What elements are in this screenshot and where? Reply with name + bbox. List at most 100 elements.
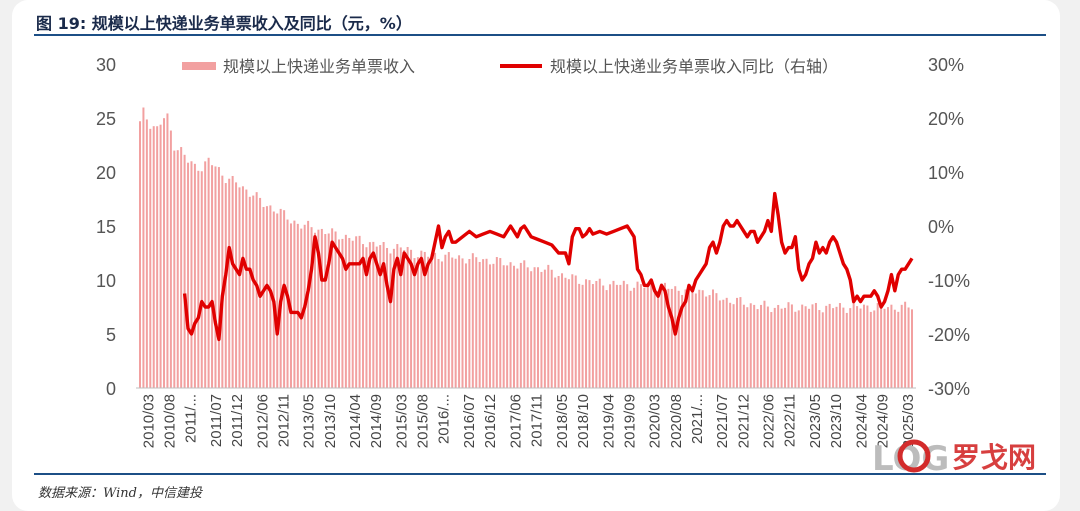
bar bbox=[777, 304, 780, 388]
bar bbox=[773, 307, 776, 388]
bar bbox=[365, 247, 368, 388]
bar bbox=[193, 163, 196, 388]
bar bbox=[753, 304, 756, 388]
bar bbox=[742, 304, 745, 388]
bar bbox=[866, 305, 869, 388]
bar bbox=[499, 258, 502, 388]
bar bbox=[681, 294, 684, 388]
bar bbox=[300, 228, 303, 388]
bar bbox=[646, 284, 649, 388]
bar bbox=[434, 252, 437, 388]
bar bbox=[142, 107, 145, 388]
bar bbox=[416, 257, 419, 388]
bar bbox=[564, 277, 567, 388]
bar bbox=[338, 239, 340, 388]
bar bbox=[595, 281, 598, 388]
x-tick-label: 2014/04 bbox=[347, 394, 364, 448]
y-right-tick-label: -30% bbox=[928, 379, 970, 399]
bar bbox=[537, 267, 540, 388]
bar bbox=[444, 254, 447, 388]
x-tick-label: 2022/11 bbox=[782, 394, 799, 447]
bar bbox=[739, 297, 742, 388]
bar bbox=[392, 248, 395, 388]
bar bbox=[180, 147, 183, 388]
x-tick-label: 2021/... bbox=[689, 394, 706, 444]
bar bbox=[413, 258, 416, 388]
bar bbox=[845, 312, 848, 388]
bar bbox=[629, 290, 632, 388]
bar bbox=[269, 205, 272, 388]
x-tick-label: 2012/11 bbox=[275, 394, 292, 447]
bar bbox=[691, 290, 694, 388]
y-left-tick-label: 0 bbox=[106, 379, 116, 399]
bar bbox=[430, 254, 433, 388]
bar bbox=[166, 113, 169, 388]
bar bbox=[204, 161, 207, 388]
y-right-tick-label: 0% bbox=[928, 217, 954, 237]
y-left-tick-label: 30 bbox=[96, 55, 116, 75]
bar bbox=[454, 258, 457, 388]
x-tick-label: 2016/07 bbox=[461, 394, 478, 448]
bar bbox=[396, 244, 399, 388]
bar bbox=[296, 223, 299, 388]
bar bbox=[835, 306, 838, 388]
bar bbox=[382, 242, 385, 388]
bar bbox=[327, 233, 330, 388]
bar bbox=[183, 154, 186, 388]
bar bbox=[320, 228, 323, 388]
x-tick-label: 2023/05 bbox=[807, 394, 824, 448]
bar bbox=[410, 249, 413, 388]
bar bbox=[725, 297, 728, 388]
bar bbox=[591, 284, 594, 388]
bar bbox=[770, 312, 773, 388]
bar bbox=[567, 279, 570, 388]
bar bbox=[526, 267, 529, 388]
bar bbox=[821, 312, 824, 388]
bar bbox=[372, 241, 375, 388]
bar bbox=[828, 303, 831, 388]
source-note: 数据来源：Wind，中信建投 bbox=[38, 486, 202, 501]
bar bbox=[207, 157, 210, 388]
legend-bar-swatch bbox=[182, 62, 216, 70]
x-tick-label: 2020/08 bbox=[668, 394, 685, 448]
bar bbox=[512, 265, 515, 388]
x-tick-label: 2017/11 bbox=[529, 394, 546, 447]
bar bbox=[862, 304, 865, 388]
title-divider bbox=[34, 34, 1046, 36]
bar bbox=[543, 269, 546, 388]
bar bbox=[187, 162, 190, 388]
bar bbox=[375, 246, 378, 388]
bar bbox=[485, 258, 488, 388]
bar bbox=[588, 280, 591, 388]
x-tick-label: 2010/08 bbox=[162, 394, 179, 448]
bar bbox=[502, 265, 505, 388]
bar bbox=[667, 288, 670, 388]
y-right-tick-label: 20% bbox=[928, 109, 964, 129]
bar bbox=[262, 206, 265, 388]
bar bbox=[334, 231, 337, 388]
bar bbox=[797, 310, 800, 388]
bar bbox=[310, 227, 313, 388]
x-tick-label: 2021/07 bbox=[714, 394, 731, 448]
bar bbox=[825, 305, 828, 388]
y-right-tick-label: 10% bbox=[928, 163, 964, 183]
watermark-logo: LOG 罗戈网 bbox=[870, 426, 1050, 486]
watermark-log-icon: LOG bbox=[872, 439, 949, 479]
x-tick-label: 2015/03 bbox=[394, 394, 411, 448]
bar bbox=[801, 304, 804, 388]
y-left-tick-label: 25 bbox=[96, 109, 116, 129]
x-tick-label: 2012/06 bbox=[254, 394, 271, 448]
bar bbox=[252, 195, 255, 388]
watermark-letters: LOG bbox=[872, 439, 949, 479]
bar bbox=[619, 284, 622, 388]
y-left-tick-label: 10 bbox=[96, 271, 116, 291]
bar bbox=[677, 290, 680, 388]
bar bbox=[660, 283, 663, 388]
x-tick-label: 2025/03 bbox=[900, 394, 917, 448]
bar bbox=[475, 257, 478, 388]
bar bbox=[911, 309, 913, 388]
bar bbox=[423, 251, 426, 388]
bar bbox=[880, 303, 883, 388]
x-tick-label: 2016/... bbox=[436, 394, 453, 444]
bar bbox=[516, 268, 519, 388]
